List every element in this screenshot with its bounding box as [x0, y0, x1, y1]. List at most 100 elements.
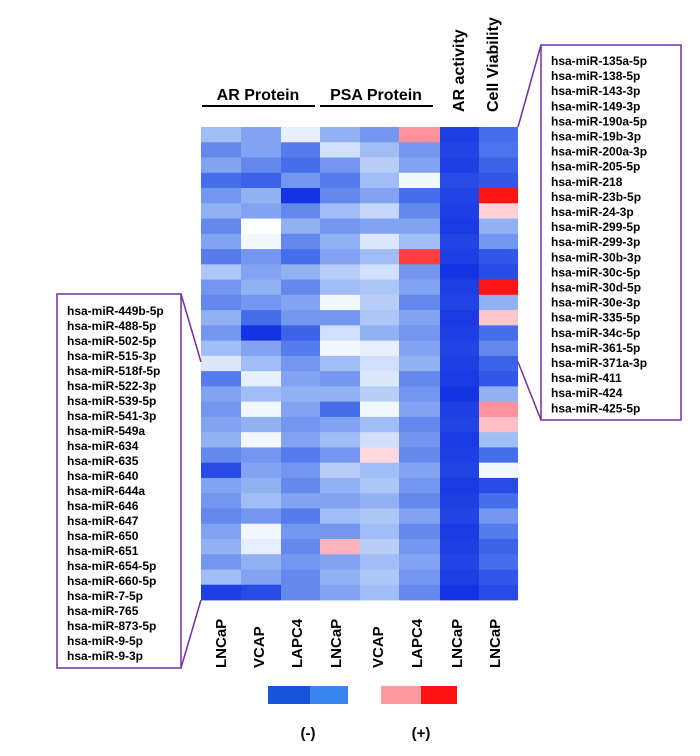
heatmap-cell: [360, 569, 399, 586]
heatmap-cell: [440, 355, 479, 372]
heatmap-cell: [440, 416, 479, 433]
mirna-label: hsa-miR-634: [67, 439, 139, 453]
heatmap-cell: [320, 523, 360, 540]
heatmap-cell: [281, 386, 320, 403]
heatmap-cell: [281, 538, 320, 555]
heatmap-cell: [281, 569, 320, 586]
heatmap-cell: [479, 432, 518, 448]
heatmap-cell: [360, 416, 399, 433]
heatmap-cell: [440, 142, 479, 158]
heatmap-cell: [360, 371, 399, 387]
heatmap-cell: [399, 157, 440, 174]
heatmap-cell: [281, 249, 320, 265]
heatmap-cell: [440, 371, 479, 387]
mirna-label: hsa-miR-135a-5p: [551, 54, 647, 68]
mirna-label: hsa-miR-335-5p: [551, 311, 640, 325]
heatmap-cell: [440, 538, 479, 555]
heatmap-cell: [201, 355, 241, 372]
heatmap-cell: [320, 416, 360, 433]
heatmap-cell: [281, 157, 320, 174]
mirna-label: hsa-miR-361-5p: [551, 341, 640, 355]
heatmap-cell: [320, 432, 360, 448]
heatmap-cell: [399, 416, 440, 433]
heatmap-cell: [320, 554, 360, 570]
heatmap-cell: [281, 279, 320, 296]
heatmap-cell: [360, 462, 399, 479]
heatmap-cell: [201, 157, 241, 174]
heatmap-cell: [399, 554, 440, 570]
heatmap-cell: [281, 142, 320, 158]
heatmap-cell: [281, 416, 320, 433]
heatmap-cell: [479, 142, 518, 158]
column-label-psa-lncap: LNCaP: [328, 619, 345, 668]
heatmap-cell: [201, 371, 241, 387]
heatmap-cell: [201, 203, 241, 219]
heatmap-cell: [479, 477, 518, 494]
heatmap-cell: [320, 355, 360, 372]
mirna-label: hsa-miR-9-5p: [67, 634, 143, 648]
mirna-label: hsa-miR-515-3p: [67, 349, 156, 363]
heatmap-cell: [201, 401, 241, 418]
heatmap-cell: [479, 584, 518, 601]
heatmap-cell: [241, 462, 281, 479]
heatmap-cell: [399, 355, 440, 372]
heatmap-cell: [440, 203, 479, 219]
heatmap-cell: [360, 249, 399, 265]
heatmap-cell: [479, 325, 518, 342]
heatmap-cell: [201, 233, 241, 250]
heatmap-cell: [440, 554, 479, 570]
heatmap-cell: [320, 188, 360, 204]
heatmap-cell: [281, 233, 320, 250]
heatmap-cell: [281, 584, 320, 601]
bracket-connector-bottom-lower: [180, 599, 202, 669]
heatmap-cell: [399, 172, 440, 189]
heatmap-cell: [399, 569, 440, 586]
heatmap-cell: [479, 554, 518, 570]
heatmap-cell: [281, 401, 320, 418]
heatmap-cell: [399, 371, 440, 387]
heatmap-cell: [399, 523, 440, 540]
heatmap-cell: [320, 386, 360, 403]
mirna-label: hsa-miR-218: [551, 175, 623, 189]
column-labels: LNCaP VCAP LAPC4 LNCaP VCAP LAPC4 LNCaP …: [213, 618, 504, 668]
column-label-viability-lncap: LNCaP: [487, 619, 504, 668]
heatmap-cell: [399, 233, 440, 250]
heatmap-cell: [440, 447, 479, 464]
heatmap-cell: [241, 279, 281, 296]
heatmap-cell: [241, 447, 281, 464]
heatmap-cell: [440, 294, 479, 311]
mirna-label: hsa-miR-873-5p: [67, 619, 156, 633]
heatmap-cell: [399, 325, 440, 342]
heatmap-cell: [201, 264, 241, 280]
heatmap-cell: [360, 157, 399, 174]
heatmap-cell: [201, 218, 241, 235]
heatmap-cell: [320, 508, 360, 525]
heatmap-cell: [440, 432, 479, 448]
mirna-list-bottom-left: hsa-miR-449b-5phsa-miR-488-5phsa-miR-502…: [67, 304, 164, 663]
heatmap-cell: [479, 462, 518, 479]
heatmap-cell: [201, 477, 241, 494]
heatmap-cell: [479, 249, 518, 265]
mirna-label: hsa-miR-654-5p: [67, 559, 156, 573]
heatmap-cell: [440, 493, 479, 509]
heatmap-cell: [360, 264, 399, 280]
legend-negative-label: (-): [301, 725, 316, 742]
heatmap-cell: [320, 279, 360, 296]
heatmap-cell: [360, 203, 399, 219]
heatmap-cell: [201, 462, 241, 479]
mirna-label: hsa-miR-24-3p: [551, 205, 634, 219]
heatmap-cell: [479, 493, 518, 509]
heatmap-cell: [399, 462, 440, 479]
heatmap-cell: [399, 493, 440, 509]
heatmap-cell: [360, 554, 399, 570]
column-top-label-ar-activity: AR activity: [451, 29, 468, 112]
mirna-label: hsa-miR-371a-3p: [551, 356, 647, 370]
heatmap-cell: [440, 279, 479, 296]
heatmap-cell: [479, 523, 518, 540]
heatmap-cell: [320, 477, 360, 494]
heatmap-cell: [201, 493, 241, 509]
heatmap-cell: [320, 462, 360, 479]
heatmap-cell: [281, 508, 320, 525]
heatmap-cell: [479, 310, 518, 326]
